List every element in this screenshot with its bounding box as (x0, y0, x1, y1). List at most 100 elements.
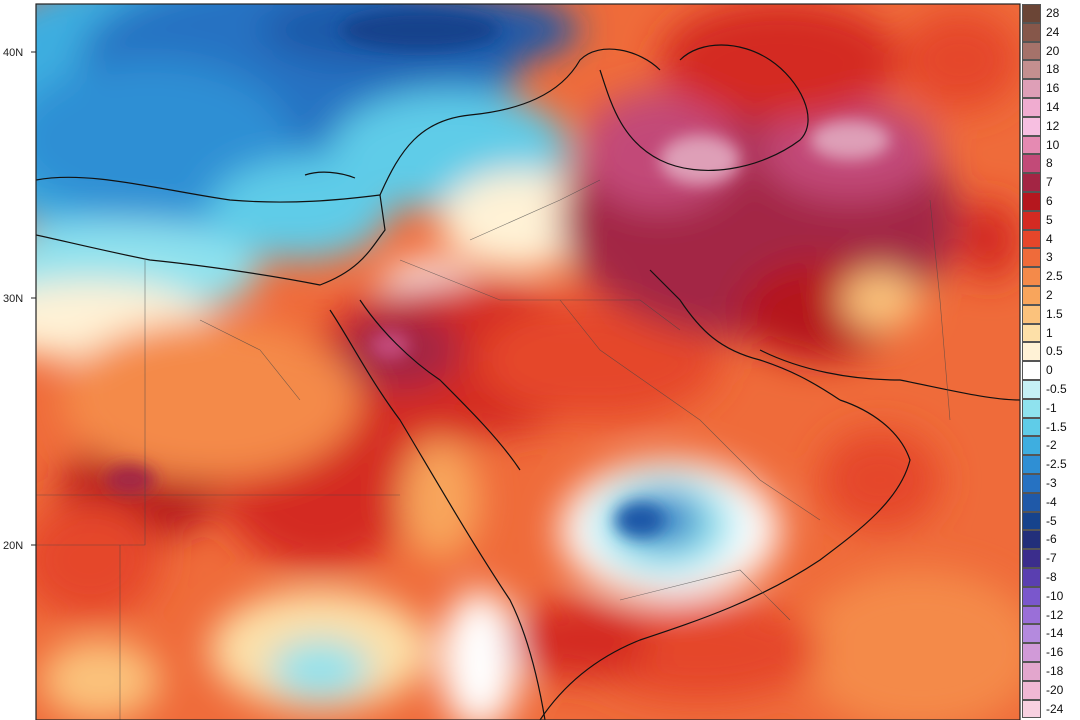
legend-entry: -20 (1022, 680, 1076, 700)
legend-swatch (1022, 474, 1041, 493)
legend-swatch (1022, 229, 1041, 249)
legend-entry: 0.5 (1022, 342, 1076, 362)
legend-swatch (1022, 286, 1041, 305)
legend-swatch (1022, 116, 1041, 136)
legend-entry: -12 (1022, 605, 1076, 625)
legend-entry: -6 (1022, 530, 1076, 550)
legend-entry: -10 (1022, 586, 1076, 606)
legend-label: -20 (1046, 682, 1064, 697)
legend-entry: 14 (1022, 98, 1076, 117)
legend-entry: -24 (1022, 699, 1076, 719)
legend-label: -2.5 (1046, 457, 1067, 472)
legend-swatch (1022, 699, 1041, 719)
legend-entry: 10 (1022, 135, 1076, 155)
legend-label: -3 (1046, 476, 1057, 490)
legend-label: 2.5 (1046, 269, 1063, 284)
legend-entry: -8 (1022, 568, 1076, 587)
legend-entry: 5 (1022, 210, 1076, 230)
legend-label: 1 (1046, 325, 1053, 340)
coastlines (36, 44, 1020, 720)
legend-label: 24 (1046, 24, 1060, 39)
map-frame (35, 3, 1021, 720)
legend-label: -2 (1046, 438, 1057, 453)
latitude-axis: 40N 30N 20N (3, 47, 36, 552)
temperature-anomaly-map: 40N 30N 20N (3, 3, 1021, 720)
legend-swatch (1022, 98, 1041, 117)
legend-entry: 4 (1022, 229, 1076, 249)
legend-entry: 3 (1022, 248, 1076, 268)
legend-swatch (1022, 135, 1041, 155)
legend-swatch (1022, 79, 1041, 98)
legend-swatch (1022, 605, 1041, 625)
legend-swatch (1022, 586, 1041, 606)
legend-swatch (1022, 60, 1041, 80)
legend-label: -14 (1046, 626, 1064, 641)
legend-label: 10 (1046, 137, 1060, 152)
legend-label: 8 (1046, 156, 1053, 171)
legend-swatch (1022, 173, 1041, 192)
legend-label: -12 (1046, 607, 1064, 622)
legend-label: 6 (1046, 194, 1053, 208)
legend-label: 28 (1046, 6, 1060, 20)
legend-entry: 6 (1022, 192, 1076, 211)
legend-entry: -2.5 (1022, 455, 1076, 474)
legend-label: -5 (1046, 513, 1057, 528)
legend-entry: 2 (1022, 286, 1076, 305)
legend-swatch (1022, 492, 1041, 512)
legend-label: 18 (1046, 62, 1060, 77)
legend-swatch (1022, 267, 1041, 286)
legend-swatch (1022, 4, 1041, 23)
legend-label: -1.5 (1046, 419, 1067, 434)
legend-swatch (1022, 680, 1041, 700)
legend-label: -18 (1046, 664, 1064, 678)
legend-label: 1.5 (1046, 306, 1063, 321)
legend-swatch (1022, 380, 1041, 399)
legend-entry: 20 (1022, 41, 1076, 61)
legend-entry: 1.5 (1022, 304, 1076, 324)
legend-label: 12 (1046, 118, 1060, 133)
legend-entry: 0 (1022, 361, 1076, 380)
legend-entry: 7 (1022, 173, 1076, 192)
legend-entry: -1 (1022, 398, 1076, 418)
legend-label: 4 (1046, 231, 1053, 246)
legend-swatch (1022, 455, 1041, 474)
lat-label-40n: 40N (3, 47, 23, 59)
legend-label: -4 (1046, 494, 1057, 509)
legend-swatch (1022, 643, 1041, 662)
lat-label-30n: 30N (3, 293, 23, 305)
legend-label: 0.5 (1046, 344, 1063, 359)
legend-entry: 2.5 (1022, 267, 1076, 286)
legend-label: 20 (1046, 43, 1060, 58)
legend-label: -6 (1046, 532, 1057, 547)
legend-label: -0.5 (1046, 382, 1067, 396)
legend-entry: -18 (1022, 662, 1076, 681)
legend-swatch (1022, 398, 1041, 418)
legend-label: -16 (1046, 645, 1064, 660)
legend-swatch (1022, 624, 1041, 644)
legend-label: -8 (1046, 570, 1057, 584)
legend-label: 14 (1046, 100, 1060, 114)
legend-swatch (1022, 511, 1041, 531)
legend-swatch (1022, 210, 1041, 230)
legend-label: -1 (1046, 400, 1057, 415)
legend-entry: -14 (1022, 624, 1076, 644)
legend-label: -10 (1046, 588, 1064, 603)
legend-entry: 24 (1022, 22, 1076, 42)
legend-entry: -2 (1022, 436, 1076, 456)
legend-label: -24 (1046, 701, 1064, 716)
legend-label: -7 (1046, 551, 1057, 566)
legend-entry: 12 (1022, 116, 1076, 136)
legend-entry: -1.5 (1022, 417, 1076, 437)
legend-swatch (1022, 662, 1041, 681)
legend-label: 2 (1046, 288, 1053, 302)
legend-swatch (1022, 436, 1041, 456)
legend-entry: -7 (1022, 549, 1076, 568)
color-legend: 28 24 20 18 16 14 12 10 8 7 6 5 4 3 2.5 2 1.5 1 0.5 0 -0.5 -1… (1022, 4, 1076, 720)
legend-swatch (1022, 323, 1041, 343)
legend-swatch (1022, 417, 1041, 437)
legend-swatch (1022, 41, 1041, 61)
legend-entry: -3 (1022, 474, 1076, 493)
legend-label: 0 (1046, 363, 1053, 378)
legend-swatch (1022, 192, 1041, 211)
